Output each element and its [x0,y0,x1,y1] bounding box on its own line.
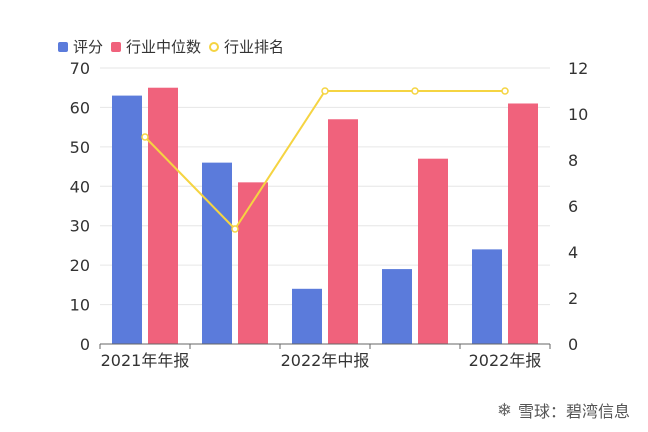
point-rank [321,87,329,95]
point-rank [141,133,149,141]
y-left-tick-label: 60 [70,98,90,117]
point-rank [501,87,509,95]
y-left-tick-label: 70 [70,59,90,78]
y-right-tick-label: 0 [568,335,578,354]
y-left-tick-label: 40 [70,177,90,196]
x-tick-label: 2021年年报 [101,351,190,370]
y-right-tick-label: 2 [568,289,578,308]
snowball-icon: ❄ [496,399,512,421]
bar-median [148,87,178,344]
line-rank [144,90,505,231]
y-left-tick-label: 20 [70,256,90,275]
legend-label-rank: 行业排名 [224,38,285,56]
y-left-tick-label: 30 [70,217,90,236]
legend-swatch-median [111,41,122,52]
bar-score [472,249,502,344]
y-left-tick-label: 0 [80,335,90,354]
y-left-tick-label: 10 [70,296,90,315]
x-tick-label: 2022年报 [469,351,542,370]
legend-swatch-score [58,41,68,52]
x-tick-label: 2022年中报 [281,351,370,370]
watermark-text: 雪球：碧湾信息 [517,402,630,421]
bar-median [238,182,268,344]
y-right-tick-label: 4 [568,243,578,262]
point-rank [411,87,419,95]
y-right-tick-label: 8 [568,151,578,170]
bar-median [328,119,358,344]
y-right-tick-label: 6 [568,197,578,216]
y-left-tick-label: 50 [70,138,90,157]
legend-swatch-rank [209,41,220,52]
legend-item-score[interactable]: 评分 [58,36,103,57]
point-rank [231,225,239,233]
legend-item-rank[interactable]: 行业排名 [209,36,284,57]
bar-score [202,162,232,344]
bar-score [382,269,412,344]
legend: 评分 行业中位数 行业排名 [58,36,284,57]
legend-label-score: 评分 [73,38,104,56]
bar-median [418,158,448,344]
watermark: ❄ 雪球：碧湾信息 [497,398,630,422]
bar-median [508,103,538,344]
y-right-tick-label: 12 [568,59,588,78]
y-right-tick-label: 10 [568,105,588,124]
legend-label-median: 行业中位数 [126,38,202,56]
bar-score [112,95,142,344]
bar-score [292,288,322,344]
legend-item-median[interactable]: 行业中位数 [111,36,201,57]
